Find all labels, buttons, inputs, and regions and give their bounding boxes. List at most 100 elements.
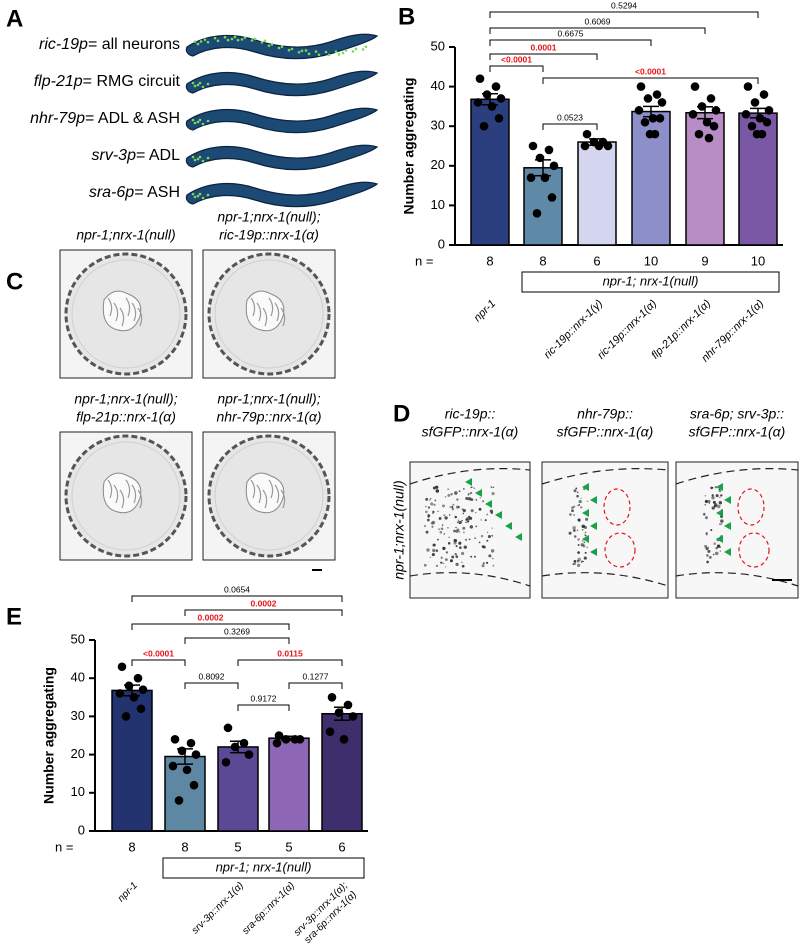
puncta: [573, 535, 577, 538]
worm-track: [274, 484, 280, 504]
data-point: [138, 685, 148, 694]
puncta: [585, 517, 589, 521]
puncta: [425, 530, 429, 534]
neuron-marker: [317, 53, 321, 57]
arrowhead: [582, 509, 589, 517]
puncta: [432, 510, 435, 513]
puncta: [491, 534, 494, 537]
puncta: [435, 564, 439, 567]
puncta: [578, 500, 582, 504]
neuron-marker: [196, 120, 200, 124]
arrowhead: [716, 483, 723, 491]
puncta: [458, 541, 462, 545]
arrowhead: [582, 483, 589, 491]
puncta: [581, 529, 584, 531]
bar: [111, 689, 153, 832]
puncta: [443, 533, 446, 535]
p-value: 0.9172: [251, 693, 277, 703]
worm-track: [274, 302, 280, 322]
promoter-name: nhr-79p: [30, 110, 85, 127]
y-tick-label: 30: [431, 118, 445, 133]
significance-bracket: [489, 27, 706, 34]
neuron-marker: [193, 158, 197, 162]
worm-body: [185, 181, 379, 208]
puncta: [718, 523, 722, 526]
data-point: [544, 145, 554, 155]
puncta: [576, 559, 580, 563]
puncta: [582, 560, 584, 563]
neuron-marker: [297, 50, 301, 54]
bar: [577, 141, 617, 246]
body-outline: [409, 572, 531, 587]
puncta: [452, 503, 455, 506]
data-point: [549, 161, 559, 171]
puncta: [437, 510, 439, 512]
puncta: [462, 512, 465, 515]
data-point: [487, 102, 497, 111]
puncta: [704, 544, 708, 548]
data-point: [274, 731, 284, 740]
puncta: [716, 544, 721, 548]
puncta: [467, 517, 471, 521]
data-point: [182, 765, 192, 775]
group-box: [162, 857, 365, 879]
puncta: [585, 534, 587, 537]
puncta: [435, 485, 439, 489]
data-point: [764, 106, 774, 115]
neuron-marker: [191, 118, 195, 122]
arrowhead: [495, 511, 502, 519]
plate-inner: [71, 259, 181, 369]
puncta: [712, 553, 715, 556]
puncta: [577, 504, 580, 507]
puncta: [581, 524, 586, 529]
puncta: [463, 531, 465, 534]
puncta: [425, 505, 427, 508]
bar: [268, 737, 310, 832]
puncta: [580, 543, 584, 547]
significance-bracket: [489, 53, 598, 60]
data-point: [129, 693, 139, 702]
puncta: [445, 558, 448, 561]
image-title: ric-19p::: [445, 406, 496, 422]
puncta: [571, 509, 574, 513]
puncta: [443, 562, 445, 565]
arrowhead: [475, 489, 482, 497]
neuron-marker: [191, 155, 195, 159]
puncta: [580, 497, 582, 500]
data-point: [186, 738, 196, 748]
puncta: [711, 506, 715, 510]
puncta: [486, 561, 489, 564]
puncta: [429, 497, 432, 500]
puncta: [475, 499, 478, 501]
image-title: sfGFP::nrx-1(α): [422, 424, 519, 440]
data-point: [547, 193, 557, 202]
data-point: [743, 82, 753, 91]
puncta: [429, 499, 431, 501]
promoter-label: flp-21p= RMG circuit: [34, 73, 181, 90]
puncta: [582, 540, 584, 542]
puncta: [707, 549, 711, 553]
significance-bracket: [489, 65, 544, 72]
significance-bracket: [542, 77, 759, 84]
data-point: [121, 712, 131, 721]
puncta: [439, 561, 442, 564]
puncta: [463, 545, 467, 549]
n-label: n =: [55, 839, 73, 854]
data-point: [482, 90, 492, 99]
significance-bracket: [184, 609, 343, 616]
data-point: [634, 106, 644, 115]
significance-bracket: [131, 595, 343, 602]
puncta: [426, 518, 430, 522]
data-point: [697, 102, 707, 111]
data-point: [168, 761, 178, 771]
promoter-label: nhr-79p= ADL & ASH: [30, 110, 180, 127]
puncta: [717, 504, 721, 509]
puncta: [447, 527, 449, 529]
puncta: [708, 555, 712, 559]
promoter-label: ric-19p= all neurons: [39, 36, 180, 53]
puncta: [577, 551, 580, 554]
neuron-marker: [290, 47, 294, 51]
data-point: [655, 113, 665, 123]
data-point: [532, 209, 542, 218]
